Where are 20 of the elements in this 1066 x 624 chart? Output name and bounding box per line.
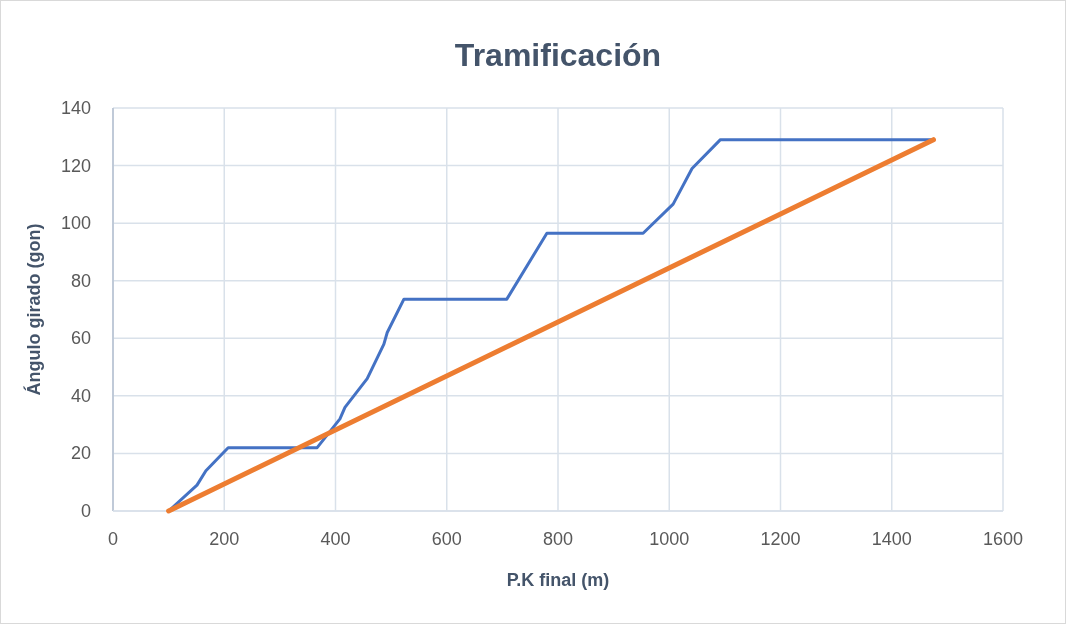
y-axis-title: Ángulo girado (gon) [23, 223, 44, 396]
y-tick-label: 80 [70, 270, 91, 291]
y-tick-label: 120 [60, 155, 91, 176]
x-tick-label: 1200 [760, 529, 801, 549]
x-tick-label: 400 [320, 529, 351, 549]
x-tick-label: 200 [209, 529, 240, 549]
chart-title: Tramificación [454, 37, 662, 73]
x-tick-label: 600 [431, 529, 462, 549]
y-tick-label: 140 [60, 98, 91, 118]
x-tick-label: 1400 [871, 529, 912, 549]
x-tick-label: 1000 [649, 529, 690, 549]
y-tick-label: 0 [80, 501, 91, 521]
x-tick-label: 1600 [982, 529, 1024, 549]
y-tick-label: 100 [60, 213, 91, 234]
x-tick-label: 0 [107, 529, 119, 549]
x-tick-label: 800 [542, 529, 574, 549]
y-tick-label: 60 [70, 328, 91, 349]
y-tick-label: 20 [70, 443, 91, 464]
x-axis-title: P.K final (m) [506, 570, 610, 590]
y-tick-label: 40 [70, 385, 91, 406]
